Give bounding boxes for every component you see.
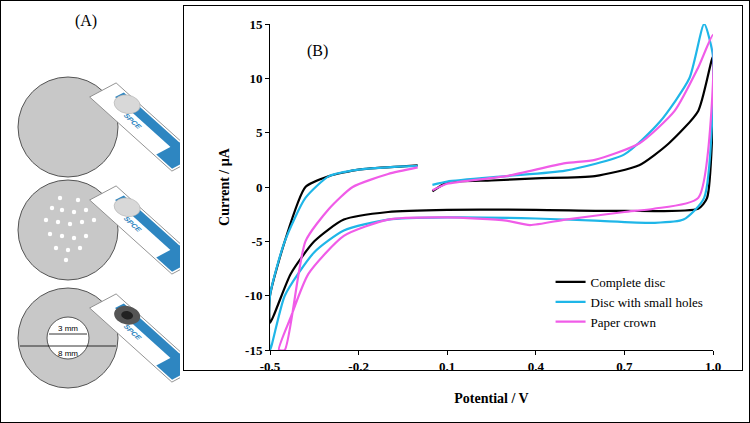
svg-text:Disc with small holes: Disc with small holes — [591, 295, 703, 310]
svg-text:0.1: 0.1 — [439, 359, 455, 374]
svg-text:(B): (B) — [307, 42, 328, 60]
svg-text:-10: -10 — [245, 288, 262, 303]
svg-text:5: 5 — [256, 125, 263, 140]
svg-text:0.7: 0.7 — [616, 359, 633, 374]
svg-text:0: 0 — [256, 180, 263, 195]
svg-text:SPCE: SPCE — [121, 112, 144, 130]
svg-text:-5: -5 — [252, 234, 263, 249]
svg-text:Current / µA: Current / µA — [217, 147, 232, 226]
svg-text:Paper crown: Paper crown — [591, 315, 657, 330]
svg-text:SPCE: SPCE — [121, 215, 144, 233]
svg-text:Potential / V: Potential / V — [454, 391, 528, 406]
svg-text:-15: -15 — [245, 343, 263, 358]
svg-text:(A): (A) — [75, 12, 97, 30]
svg-text:-0.2: -0.2 — [348, 359, 369, 374]
svg-text:8 mm: 8 mm — [58, 349, 78, 358]
svg-text:0.4: 0.4 — [528, 359, 545, 374]
svg-text:Complete disc: Complete disc — [591, 275, 666, 290]
svg-text:10: 10 — [249, 71, 262, 86]
svg-text:3 mm: 3 mm — [58, 324, 78, 333]
svg-text:1.0: 1.0 — [705, 359, 721, 374]
svg-text:-0.5: -0.5 — [260, 359, 281, 374]
svg-text:15: 15 — [249, 17, 263, 32]
svg-text:SPCE: SPCE — [121, 323, 144, 341]
